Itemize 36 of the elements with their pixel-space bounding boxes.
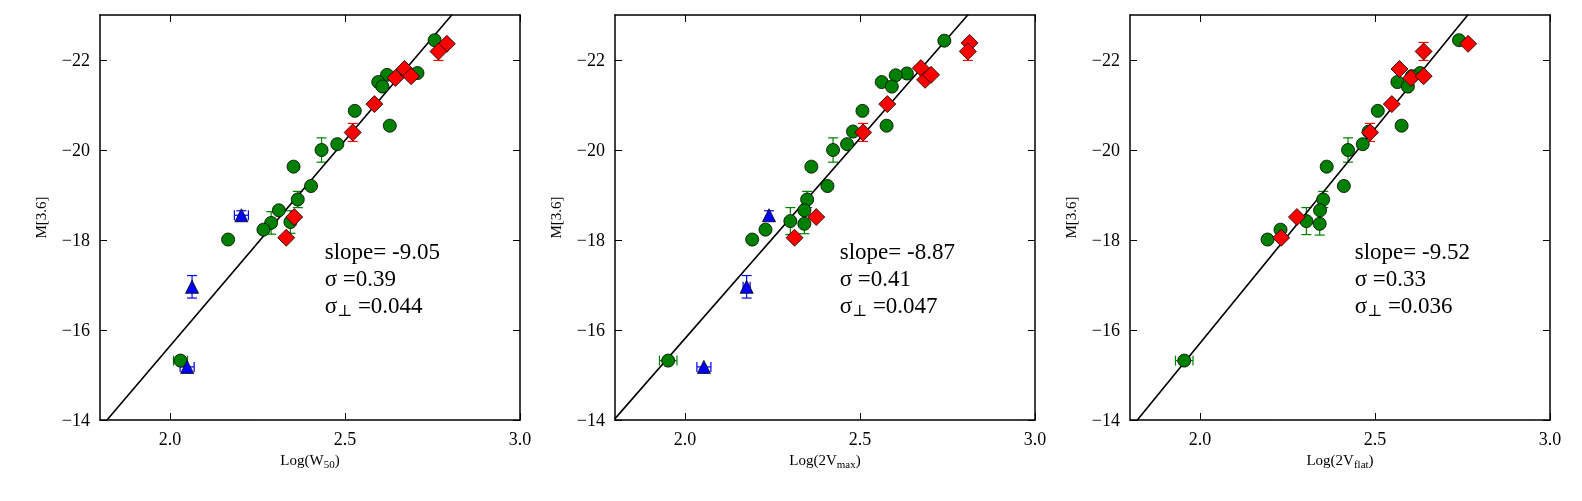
annotation: σ⊥ =0.044	[324, 292, 424, 319]
annotation: slope= -8.87	[839, 238, 955, 264]
y-tick-label: −14	[1091, 410, 1120, 430]
y-tick-label: −20	[1091, 140, 1120, 160]
y-tick-label: −18	[61, 230, 90, 250]
x-tick-label: 3.0	[1538, 429, 1562, 449]
x-tick-label: 2.0	[1188, 429, 1212, 449]
x-tick-label: 2.5	[333, 429, 357, 449]
y-tick-label: −20	[61, 140, 90, 160]
y-tick-label: −16	[576, 320, 605, 340]
x-tick-label: 2.0	[673, 429, 697, 449]
annotation: σ =0.39	[324, 265, 397, 291]
y-axis-title: M[3.6]	[547, 196, 564, 239]
y-tick-label: −18	[576, 230, 605, 250]
annotation: σ =0.33	[1354, 265, 1427, 291]
annotation: σ =0.41	[839, 265, 912, 291]
y-tick-label: −18	[1091, 230, 1120, 250]
y-axis-title: M[3.6]	[32, 196, 49, 239]
annotation: σ⊥ =0.036	[1354, 292, 1453, 319]
annotation: slope= -9.52	[1354, 238, 1470, 264]
y-tick-label: −22	[576, 50, 605, 70]
x-tick-label: 3.0	[1023, 429, 1047, 449]
y-tick-label: −22	[61, 50, 90, 70]
x-tick-label: 2.0	[158, 429, 182, 449]
y-tick-label: −16	[1091, 320, 1120, 340]
x-tick-label: 2.5	[1363, 429, 1387, 449]
x-tick-label: 2.5	[848, 429, 872, 449]
y-tick-label: −20	[576, 140, 605, 160]
y-tick-label: −14	[576, 410, 605, 430]
y-tick-label: −14	[61, 410, 90, 430]
y-tick-label: −16	[61, 320, 90, 340]
annotation: slope= -9.05	[324, 238, 440, 264]
y-tick-label: −22	[1091, 50, 1120, 70]
x-tick-label: 3.0	[508, 429, 532, 449]
y-axis-title: M[3.6]	[1062, 196, 1079, 239]
annotation: σ⊥ =0.047	[839, 292, 938, 319]
